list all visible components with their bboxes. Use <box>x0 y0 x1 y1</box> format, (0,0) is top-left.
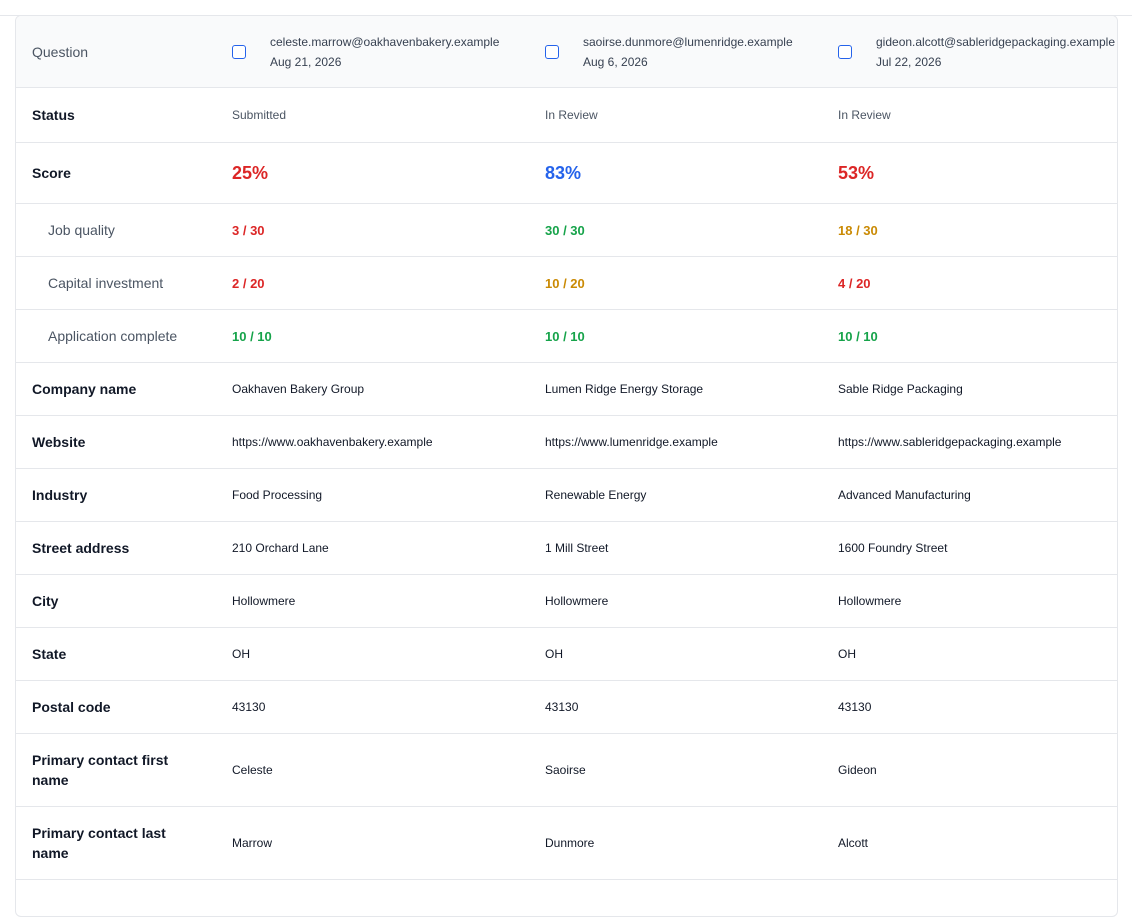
table-cell: OH <box>838 647 856 661</box>
table-cell: Oakhaven Bakery Group <box>232 382 365 396</box>
table-cell: Gideon <box>838 763 877 777</box>
row-postal-code: Postal code 43130 43130 43130 <box>16 681 1117 734</box>
row-job-quality: Job quality 3 / 30 30 / 30 18 / 30 <box>16 204 1117 257</box>
select-applicant-checkbox[interactable] <box>545 44 559 59</box>
subscore-value: 10 / 10 <box>838 328 878 344</box>
table-cell: 1600 Foundry Street <box>838 541 948 555</box>
table-cell: Saoirse <box>545 763 586 777</box>
applicant-date: Jul 22, 2026 <box>876 54 942 69</box>
row-street-address: Street address 210 Orchard Lane 1 Mill S… <box>16 522 1117 575</box>
table-cell: 43130 <box>838 700 872 714</box>
subscore-value: 10 / 10 <box>545 328 585 344</box>
subscore-value: 3 / 30 <box>232 222 265 238</box>
table-cell: Renewable Energy <box>545 488 647 502</box>
applicant-date: Aug 6, 2026 <box>583 54 648 69</box>
table-cell: 210 Orchard Lane <box>232 541 329 555</box>
row-application-complete: Application complete 10 / 10 10 / 10 10 … <box>16 310 1117 363</box>
row-label: State <box>32 646 67 662</box>
row-website: Website https://www.oakhavenbakery.examp… <box>16 416 1117 469</box>
subscore-value: 10 / 20 <box>545 275 585 291</box>
row-city: City Hollowmere Hollowmere Hollowmere <box>16 575 1117 628</box>
row-label: Street address <box>32 540 130 556</box>
row-contact-first-name: Primary contact first name Celeste Saoir… <box>16 734 1117 807</box>
table-cell: Sable Ridge Packaging <box>838 382 963 396</box>
row-label: Website <box>32 434 86 450</box>
table-cell: Advanced Manufacturing <box>838 488 971 502</box>
score-value: 25% <box>232 162 269 183</box>
table-cell: OH <box>545 647 563 661</box>
select-applicant-checkbox[interactable] <box>838 44 852 59</box>
table-cell: Hollowmere <box>545 594 609 608</box>
table-cell: 43130 <box>232 700 266 714</box>
table-cell: Lumen Ridge Energy Storage <box>545 382 704 396</box>
comparison-table: Question celeste.marrow@oakhavenbakery.e… <box>15 15 1118 917</box>
row-label: Primary contact first name <box>32 752 169 788</box>
applicant-date: Aug 21, 2026 <box>270 54 342 69</box>
table-cell: Dunmore <box>545 836 595 850</box>
row-state: State OH OH OH <box>16 628 1117 681</box>
score-value: 83% <box>545 162 582 183</box>
row-label: Company name <box>32 381 137 397</box>
score-value: 53% <box>838 162 875 183</box>
row-label: Postal code <box>32 699 111 715</box>
row-label: Capital investment <box>48 275 164 291</box>
row-label: Primary contact last name <box>32 825 166 861</box>
table-cell: Alcott <box>838 836 869 850</box>
subscore-value: 30 / 30 <box>545 222 585 238</box>
row-industry: Industry Food Processing Renewable Energ… <box>16 469 1117 522</box>
table-cell: https://www.lumenridge.example <box>545 435 718 449</box>
applicant-column-3: gideon.alcott@sableridgepackaging.exampl… <box>822 34 1117 70</box>
table-header-row: Question celeste.marrow@oakhavenbakery.e… <box>16 16 1117 88</box>
subscore-value: 4 / 20 <box>838 275 871 291</box>
table-cell: Celeste <box>232 763 273 777</box>
applicant-column-2: saoirse.dunmore@lumenridge.example Aug 6… <box>529 34 822 70</box>
subscore-value: 18 / 30 <box>838 222 878 238</box>
applicant-email: celeste.marrow@oakhavenbakery.example <box>270 34 500 49</box>
top-bar <box>0 0 1132 16</box>
table-cell: https://www.sableridgepackaging.example <box>838 435 1062 449</box>
table-cell: Food Processing <box>232 488 323 502</box>
row-label: Industry <box>32 487 88 503</box>
table-cell: 1 Mill Street <box>545 541 609 555</box>
row-label: City <box>32 593 59 609</box>
applicant-column-1: celeste.marrow@oakhavenbakery.example Au… <box>216 34 529 70</box>
select-applicant-checkbox[interactable] <box>232 44 246 59</box>
applicant-email: gideon.alcott@sableridgepackaging.exampl… <box>876 34 1116 49</box>
applicant-email: saoirse.dunmore@lumenridge.example <box>583 34 793 49</box>
status-badge: Submitted <box>232 108 287 122</box>
row-label: Score <box>32 165 71 181</box>
row-contact-last-name: Primary contact last name Marrow Dunmore… <box>16 807 1117 880</box>
subscore-value: 10 / 10 <box>232 328 272 344</box>
row-label: Status <box>32 107 75 123</box>
table-cell: OH <box>232 647 250 661</box>
row-capital-investment: Capital investment 2 / 20 10 / 20 4 / 20 <box>16 257 1117 310</box>
table-cell: Hollowmere <box>838 594 902 608</box>
row-label: Application complete <box>48 328 178 344</box>
status-badge: In Review <box>545 108 598 122</box>
table-cell: https://www.oakhavenbakery.example <box>232 435 433 449</box>
row-company-name: Company name Oakhaven Bakery Group Lumen… <box>16 363 1117 416</box>
question-column-header: Question <box>32 43 89 60</box>
table-cell: Hollowmere <box>232 594 296 608</box>
row-status: Status Submitted In Review In Review <box>16 88 1117 143</box>
subscore-value: 2 / 20 <box>232 275 265 291</box>
row-score: Score 25% 83% 53% <box>16 143 1117 204</box>
table-cell: 43130 <box>545 700 579 714</box>
row-label: Job quality <box>48 222 115 238</box>
status-badge: In Review <box>838 108 891 122</box>
table-cell: Marrow <box>232 836 273 850</box>
